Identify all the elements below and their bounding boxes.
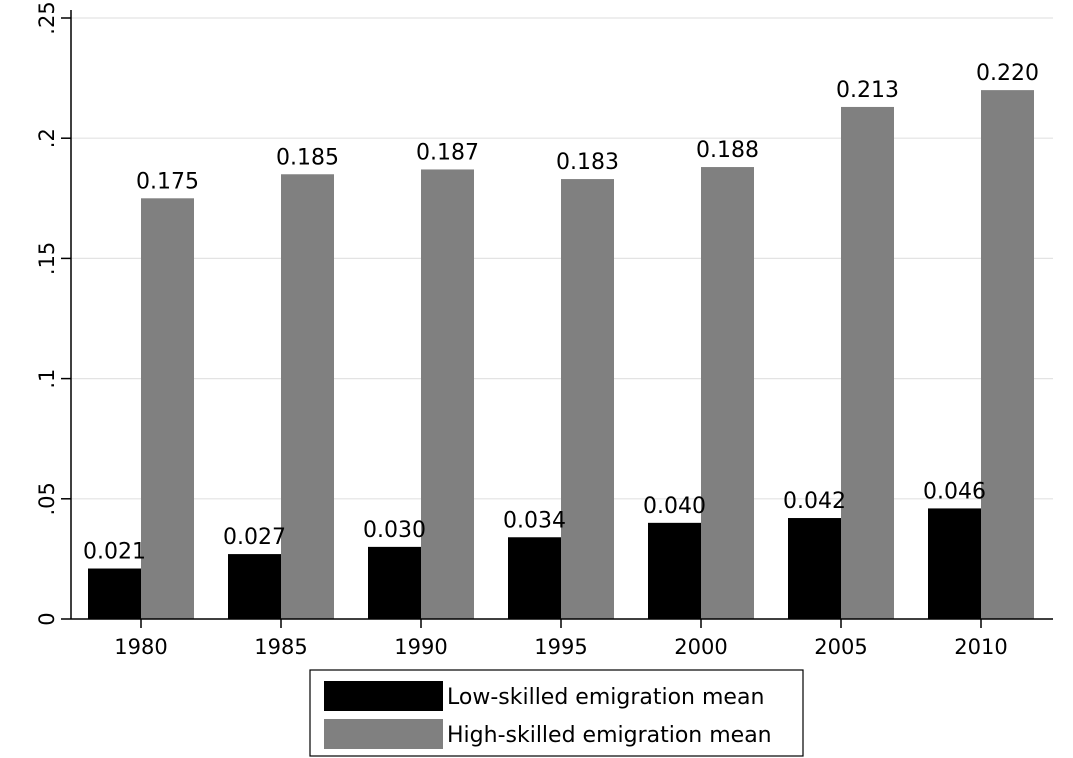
data-label: 0.034 bbox=[503, 508, 566, 533]
axes: 0 .05 .1 .15 .2 .25 1980 1985 1990 1995 2000 2005 20… bbox=[35, 1, 1053, 659]
data-label: 0.213 bbox=[836, 78, 899, 103]
bar bbox=[788, 518, 841, 619]
bar bbox=[981, 90, 1034, 620]
bar bbox=[561, 179, 614, 619]
legend-swatch bbox=[324, 681, 443, 711]
y-tick-label: .05 bbox=[35, 482, 59, 515]
y-tick-label: .25 bbox=[35, 1, 59, 34]
data-labels: 0.021 0.175 0.027 0.185 0.030 0.187 0.034 0.183… bbox=[83, 61, 1039, 564]
data-label: 0.220 bbox=[976, 61, 1039, 86]
bar bbox=[141, 198, 194, 620]
bar bbox=[928, 508, 981, 619]
x-tick-label: 1995 bbox=[534, 635, 587, 659]
legend-label: Low-skilled emigration mean bbox=[447, 685, 764, 710]
x-tick-label: 1990 bbox=[394, 635, 447, 659]
data-label: 0.187 bbox=[416, 140, 479, 165]
x-tick-label: 1980 bbox=[114, 635, 167, 659]
y-tick-label: .2 bbox=[35, 128, 59, 148]
legend-swatch bbox=[324, 719, 443, 749]
data-label: 0.046 bbox=[923, 479, 986, 504]
data-label: 0.183 bbox=[556, 150, 619, 175]
bar bbox=[368, 546, 421, 619]
legend-label: High-skilled emigration mean bbox=[447, 723, 772, 748]
bar bbox=[421, 169, 474, 619]
bar bbox=[228, 554, 281, 619]
data-label: 0.040 bbox=[643, 494, 706, 519]
bar bbox=[508, 537, 561, 619]
x-tick-label: 2005 bbox=[814, 635, 867, 659]
y-tick-label: .1 bbox=[35, 369, 59, 389]
bar bbox=[281, 174, 334, 619]
y-tick-label: 0 bbox=[35, 612, 59, 625]
bar bbox=[841, 106, 894, 619]
data-label: 0.030 bbox=[363, 518, 426, 543]
x-tick-label: 1985 bbox=[254, 635, 307, 659]
bar bbox=[88, 568, 141, 619]
bar bbox=[701, 167, 754, 619]
y-tick-label: .15 bbox=[35, 242, 59, 275]
data-label: 0.021 bbox=[83, 540, 146, 565]
x-tick-label: 2000 bbox=[674, 635, 727, 659]
data-label: 0.185 bbox=[276, 145, 339, 170]
data-label: 0.027 bbox=[223, 525, 286, 550]
legend: Low-skilled emigration mean High-skilled … bbox=[309, 669, 804, 757]
x-tick-label: 2010 bbox=[954, 635, 1007, 659]
bars bbox=[88, 90, 1034, 620]
data-label: 0.188 bbox=[696, 138, 759, 163]
data-label: 0.042 bbox=[783, 489, 846, 514]
bar bbox=[648, 522, 701, 619]
data-label: 0.175 bbox=[136, 169, 199, 194]
